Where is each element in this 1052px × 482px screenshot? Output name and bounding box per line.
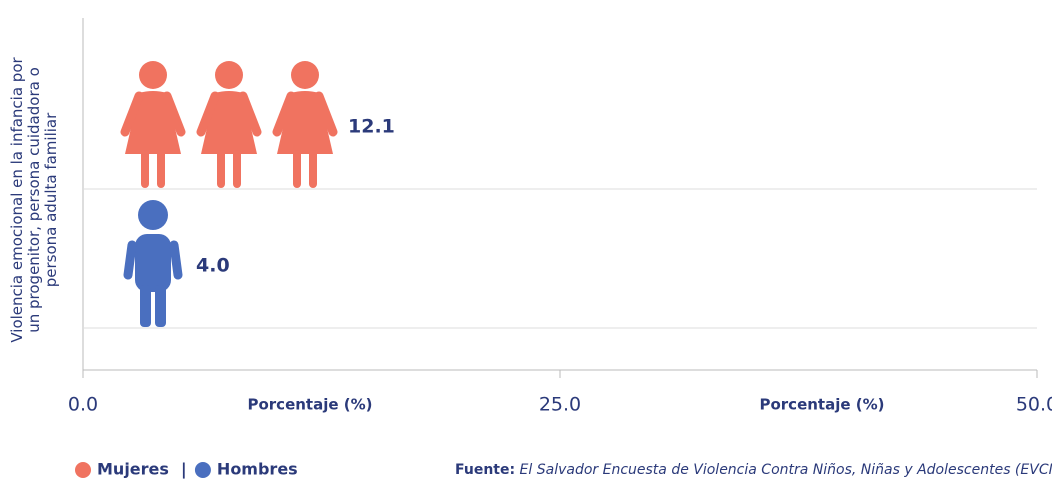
y-axis-label: Violencia emocional en la infancia porun… [8,57,60,343]
pictogram-bar [123,200,183,327]
icon-head [215,61,243,89]
icon-leg [141,150,149,188]
icon-head [291,61,319,89]
legend-label: Hombres [217,460,298,479]
icon-arms [196,91,262,137]
icon-leg [157,150,165,188]
icon-leg [233,150,241,188]
source-label: Fuente: [455,462,515,478]
y-axis-label-line: un progenitor, persona cuidadora o [25,67,43,333]
icon-head [139,61,167,89]
legend-swatch [194,462,211,478]
source-text: El Salvador Encuesta de Violencia Contra… [520,462,1052,478]
icon-body [135,234,171,292]
x-axis-label: Porcentaje (%) [247,396,372,414]
legend-separator: | [181,460,187,480]
value-label: 12.1 [348,116,395,138]
icon-arms [120,91,186,137]
icon-arms [123,240,183,280]
x-tick-label: 0.0 [68,394,98,416]
legend-label: Mujeres [97,460,169,479]
y-axis-label-line: persona adulta familiar [42,112,60,287]
legend-swatch [75,462,91,478]
icon-head [138,200,168,230]
value-label: 4.0 [196,255,230,277]
icon-arms [272,91,338,137]
icon-leg [293,150,301,188]
icon-leg [155,285,166,327]
icon-leg [217,150,225,188]
icon-leg [140,285,151,327]
x-axis-label: Porcentaje (%) [759,396,884,414]
x-tick-label: 50.0 [1016,394,1052,416]
pictogram-bar [120,61,338,188]
icon-leg [309,150,317,188]
source: Fuente: El Salvador Encuesta de Violenci… [455,462,1052,478]
y-axis-label-line: Violencia emocional en la infancia por [8,57,26,343]
x-tick-label: 25.0 [539,394,581,416]
